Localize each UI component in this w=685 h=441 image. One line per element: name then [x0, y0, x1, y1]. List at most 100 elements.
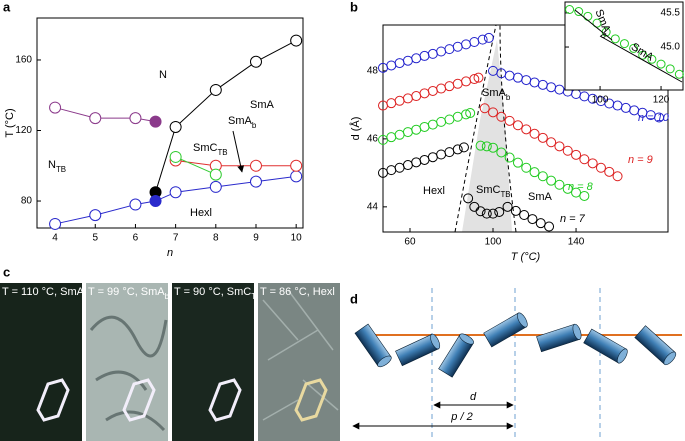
series-line: [155, 40, 297, 193]
data-point: [554, 141, 565, 152]
data-point: [458, 142, 469, 153]
annotation-sub: b: [506, 93, 511, 102]
data-point: [452, 78, 463, 89]
data-point: [554, 179, 565, 190]
data-point: [587, 158, 598, 169]
data-point: [290, 34, 303, 47]
data-point: [427, 48, 438, 59]
data-point: [571, 149, 582, 160]
x-tick-label: 6: [133, 233, 139, 244]
data-point: [436, 149, 447, 160]
data-point: [519, 210, 530, 221]
data-point: [494, 206, 505, 217]
data-point: [554, 84, 565, 95]
data-point: [386, 165, 397, 176]
molecule: [583, 328, 628, 364]
data-point: [521, 75, 532, 86]
data-point: [647, 54, 657, 64]
data-point: [129, 198, 142, 211]
data-point: [427, 85, 438, 96]
data-point: [592, 18, 602, 28]
data-point: [481, 141, 492, 152]
annotation-sub: TB: [56, 165, 66, 174]
data-point: [427, 119, 438, 130]
molecule: [438, 333, 474, 378]
data-point: [386, 60, 397, 71]
molecule-end: [459, 333, 474, 345]
annotation: NTB: [48, 159, 66, 174]
micrograph-label-sub: TB: [251, 292, 261, 301]
micrograph-label-main: T = 86 °C, Hexl: [260, 286, 335, 298]
data-point: [249, 55, 262, 68]
molecule: [634, 325, 677, 366]
data-point: [469, 74, 480, 85]
data-point: [419, 121, 430, 132]
data-point: [444, 44, 455, 55]
data-point: [579, 190, 590, 201]
data-point: [89, 209, 102, 222]
data-point: [452, 41, 463, 52]
data-point: [504, 70, 515, 81]
data-point: [169, 120, 182, 133]
data-point: [394, 129, 405, 140]
annotation-sub: b: [599, 32, 609, 40]
data-point: [546, 175, 557, 186]
crystal: [36, 378, 70, 422]
data-point: [411, 124, 422, 135]
data-point: [483, 32, 494, 43]
plot-frame: [382, 24, 669, 233]
x-tick-label: 10: [291, 233, 303, 244]
molecule: [354, 323, 392, 368]
x-axis-title: T (°C): [511, 251, 541, 263]
annotation: SmCTB: [476, 184, 511, 199]
fit-line: [574, 9, 613, 41]
data-point: [436, 116, 447, 127]
data-point: [475, 140, 486, 151]
y-axis-title: d (Å): [349, 117, 362, 141]
data-point: [249, 159, 262, 172]
data-point: [521, 162, 532, 173]
data-point: [629, 43, 639, 53]
y-tick-label: 160: [15, 55, 32, 66]
molecule-end: [572, 323, 582, 340]
crystal: [122, 378, 156, 422]
data-point: [565, 5, 575, 15]
data-point: [465, 108, 476, 119]
x-tick-label: 5: [92, 233, 98, 244]
data-point: [89, 112, 102, 125]
data-point: [436, 83, 447, 94]
data-point: [402, 93, 413, 104]
data-point: [612, 171, 623, 182]
series-line: [54, 175, 297, 225]
data-point: [604, 166, 615, 177]
data-point: [149, 115, 162, 128]
panel-label: d: [350, 291, 358, 306]
data-point: [529, 167, 540, 178]
annotation: SmCTB: [193, 142, 228, 157]
dimension-label: d: [470, 391, 477, 403]
annotation-main: SmA: [528, 191, 553, 203]
data-point: [49, 101, 62, 114]
fit-line: [599, 35, 683, 83]
data-point: [510, 205, 521, 216]
data-point: [394, 58, 405, 69]
micrograph-label-main: T = 110 °C, SmA: [2, 286, 85, 298]
data-point: [419, 88, 430, 99]
data-point: [169, 150, 182, 163]
data-point: [529, 77, 540, 88]
data-point: [546, 82, 557, 93]
annotation: Hexl: [423, 185, 445, 197]
data-point: [512, 72, 523, 83]
data-point: [537, 79, 548, 90]
data-point: [504, 115, 515, 126]
data-point: [502, 201, 513, 212]
data-point: [656, 59, 666, 69]
data-point: [665, 64, 675, 74]
plot-frame: [36, 17, 304, 229]
plot-frame: [564, 1, 684, 91]
inset-background: [565, 2, 683, 90]
data-point: [419, 154, 430, 165]
data-point: [496, 147, 507, 158]
x-axis-title: n: [167, 247, 173, 259]
